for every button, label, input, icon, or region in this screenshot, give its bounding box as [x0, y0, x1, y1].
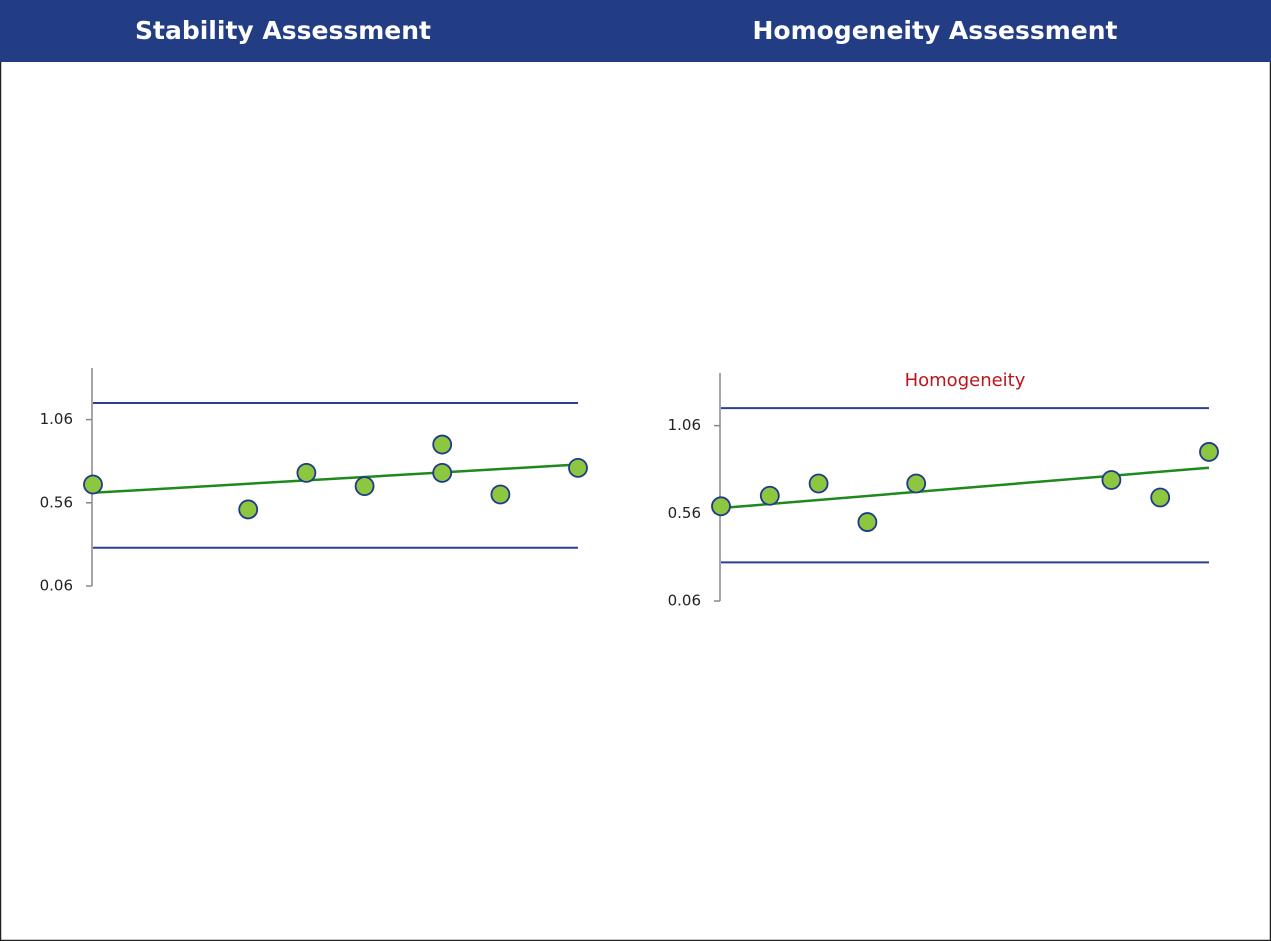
- data-point: [432, 434, 453, 455]
- data-point: [906, 473, 927, 494]
- chart-title: Homogeneity: [905, 370, 1026, 391]
- data-point: [354, 476, 375, 497]
- data-point: [238, 499, 259, 520]
- data-point: [759, 485, 780, 506]
- data-point: [1101, 470, 1122, 490]
- data-point: [490, 484, 511, 505]
- data-point: [1150, 487, 1171, 508]
- data-point: [808, 473, 829, 494]
- trend-line: [92, 463, 579, 495]
- data-point: [568, 457, 588, 478]
- data-point: [711, 496, 731, 517]
- y-tick-label: 0.56: [40, 493, 73, 511]
- data-point: [857, 512, 878, 532]
- header-bar: [0, 0, 1271, 62]
- trend-line: [720, 466, 1210, 510]
- header-title: Stability Assessment: [135, 16, 431, 45]
- y-tick-label: 0.56: [668, 504, 701, 522]
- y-tick-label: 1.06: [40, 410, 73, 428]
- header-title: Homogeneity Assessment: [752, 16, 1117, 45]
- y-tick-label: 0.06: [668, 592, 701, 610]
- data-point: [1199, 442, 1219, 462]
- y-tick-label: 1.06: [668, 416, 701, 434]
- y-tick-label: 0.06: [40, 577, 73, 595]
- data-point: [296, 462, 317, 483]
- data-point: [432, 462, 453, 483]
- data-point: [83, 474, 103, 495]
